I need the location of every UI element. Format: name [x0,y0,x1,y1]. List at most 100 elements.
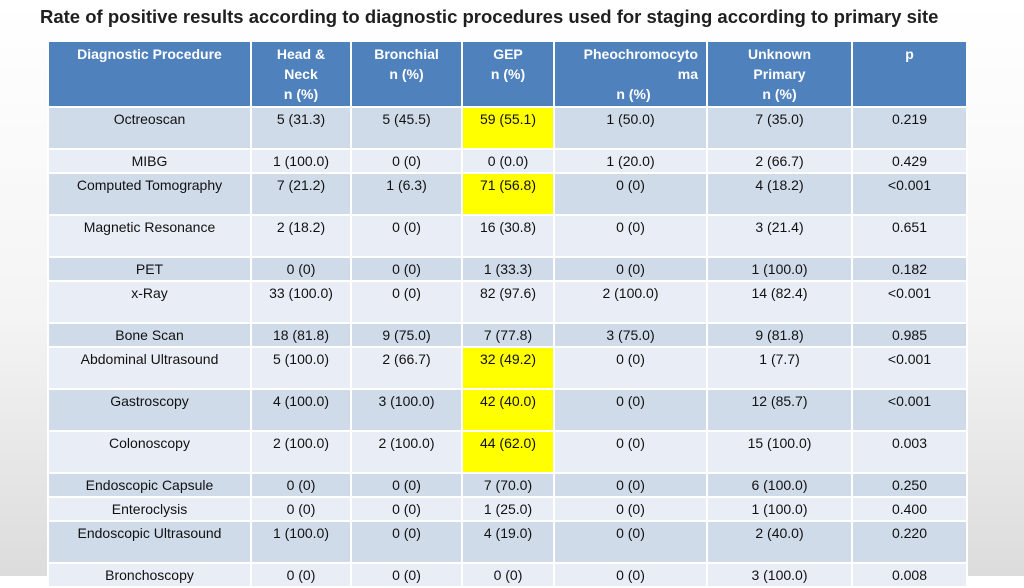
column-header-line: Unknown [748,46,811,62]
table-row: PET 0 (0) 0 (0) 1 (33.3) 0 (0) 1 (100.0) 0.182 [47,256,968,282]
column-header-head-neck: Head & Neck n (%) [250,40,352,108]
cell-p-value: 0.429 [851,148,968,174]
table-row: Colonoscopy 2 (100.0) 2 (100.0) 44 (62.0) 0 … [47,430,968,474]
column-header-line: ma [677,66,698,82]
cell-pheochromocytoma: 0 (0) [553,214,708,258]
cell-gep: 71 (56.8) [461,172,555,216]
cell-gep: 16 (30.8) [461,214,555,258]
cell-p-value: 0.985 [851,322,968,348]
column-header-line: Bronchial [374,46,439,62]
cell-head-neck: 33 (100.0) [250,280,352,324]
cell-unknown-primary: 14 (82.4) [706,280,853,324]
cell-bronchial: 1 (6.3) [350,172,463,216]
cell-gep: 32 (49.2) [461,346,555,390]
cell-pheochromocytoma: 0 (0) [553,520,708,564]
column-header-bronchial: Bronchial n (%) [350,40,463,108]
cell-pheochromocytoma: 0 (0) [553,562,708,588]
cell-p-value: 0.219 [851,106,968,150]
column-header-line: n (%) [389,66,424,82]
cell-gep: 82 (97.6) [461,280,555,324]
cell-pheochromocytoma: 0 (0) [553,496,708,522]
cell-bronchial: 2 (66.7) [350,346,463,390]
cell-procedure: Magnetic Resonance [47,214,252,258]
cell-head-neck: 1 (100.0) [250,520,352,564]
table-row: Endoscopic Ultrasound 1 (100.0) 0 (0) 4 (19… [47,520,968,564]
cell-pheochromocytoma: 0 (0) [553,172,708,216]
table-body: Octreoscan 5 (31.3) 5 (45.5) 59 (55.1) 1 (50… [47,106,968,588]
cell-unknown-primary: 1 (100.0) [706,496,853,522]
cell-pheochromocytoma: 0 (0) [553,346,708,390]
cell-head-neck: 18 (81.8) [250,322,352,348]
column-header-line: n (%) [616,86,651,102]
cell-bronchial: 3 (100.0) [350,388,463,432]
cell-bronchial: 5 (45.5) [350,106,463,150]
cell-procedure: PET [47,256,252,282]
table-row: Bone Scan 18 (81.8) 9 (75.0) 7 (77.8) 3 (75.… [47,322,968,348]
cell-p-value: <0.001 [851,388,968,432]
cell-pheochromocytoma: 1 (50.0) [553,106,708,150]
cell-p-value: <0.001 [851,172,968,216]
cell-bronchial: 0 (0) [350,496,463,522]
cell-procedure: Bronchoscopy [47,562,252,588]
cell-unknown-primary: 15 (100.0) [706,430,853,474]
cell-p-value: 0.182 [851,256,968,282]
cell-unknown-primary: 12 (85.7) [706,388,853,432]
cell-unknown-primary: 2 (40.0) [706,520,853,564]
column-header-line: GEP [493,46,523,62]
cell-unknown-primary: 2 (66.7) [706,148,853,174]
cell-procedure: Bone Scan [47,322,252,348]
table-row: x-Ray 33 (100.0) 0 (0) 82 (97.6) 2 (100.0) 14… [47,280,968,324]
column-header-line: Diagnostic Procedure [77,46,222,62]
cell-unknown-primary: 4 (18.2) [706,172,853,216]
cell-bronchial: 2 (100.0) [350,430,463,474]
cell-pheochromocytoma: 0 (0) [553,472,708,498]
cell-procedure: Colonoscopy [47,430,252,474]
results-table: Diagnostic Procedure Head & Neck n (%) Bronc… [47,40,968,588]
cell-pheochromocytoma: 3 (75.0) [553,322,708,348]
cell-bronchial: 0 (0) [350,214,463,258]
cell-bronchial: 0 (0) [350,472,463,498]
column-header-line: Head & [276,46,326,62]
cell-unknown-primary: 7 (35.0) [706,106,853,150]
cell-p-value: 0.400 [851,496,968,522]
column-header-line: n (%) [762,86,797,102]
table-row: Magnetic Resonance 2 (18.2) 0 (0) 16 (30.8)… [47,214,968,258]
cell-bronchial: 0 (0) [350,256,463,282]
table-header-row: Diagnostic Procedure Head & Neck n (%) Bronc… [47,40,968,108]
cell-p-value: 0.008 [851,562,968,588]
cell-head-neck: 0 (0) [250,472,352,498]
cell-head-neck: 5 (100.0) [250,346,352,390]
cell-p-value: 0.003 [851,430,968,474]
cell-gep: 1 (25.0) [461,496,555,522]
table-row: Bronchoscopy 0 (0) 0 (0) 0 (0) 0 (0) 3 (100.0… [47,562,968,588]
cell-procedure: Computed Tomography [47,172,252,216]
cell-head-neck: 4 (100.0) [250,388,352,432]
table-row: MIBG 1 (100.0) 0 (0) 0 (0.0) 1 (20.0) 2 (66.7… [47,148,968,174]
column-header-gep: GEP n (%) [461,40,555,108]
cell-pheochromocytoma: 0 (0) [553,256,708,282]
column-header-line: n (%) [490,66,526,82]
cell-head-neck: 0 (0) [250,562,352,588]
cell-head-neck: 1 (100.0) [250,148,352,174]
column-header-pheochromocytoma: Pheochromocyto ma n (%) [553,40,708,108]
slide-title: Rate of positive results according to di… [40,6,939,27]
column-header-line: p [905,46,914,62]
cell-procedure: MIBG [47,148,252,174]
cell-procedure: Octreoscan [47,106,252,150]
cell-gep: 59 (55.1) [461,106,555,150]
cell-pheochromocytoma: 2 (100.0) [553,280,708,324]
table-row: Gastroscopy 4 (100.0) 3 (100.0) 42 (40.0) 0 … [47,388,968,432]
column-header-unknown-primary: Unknown Primary n (%) [706,40,853,108]
column-header-line: Neck [284,66,318,82]
cell-head-neck: 2 (100.0) [250,430,352,474]
cell-gep: 42 (40.0) [461,388,555,432]
cell-bronchial: 0 (0) [350,562,463,588]
cell-gep: 0 (0.0) [461,148,555,174]
cell-unknown-primary: 1 (7.7) [706,346,853,390]
cell-head-neck: 7 (21.2) [250,172,352,216]
cell-gep: 1 (33.3) [461,256,555,282]
cell-procedure: x-Ray [47,280,252,324]
table-row: Octreoscan 5 (31.3) 5 (45.5) 59 (55.1) 1 (50… [47,106,968,150]
cell-p-value: <0.001 [851,280,968,324]
cell-procedure: Endoscopic Capsule [47,472,252,498]
